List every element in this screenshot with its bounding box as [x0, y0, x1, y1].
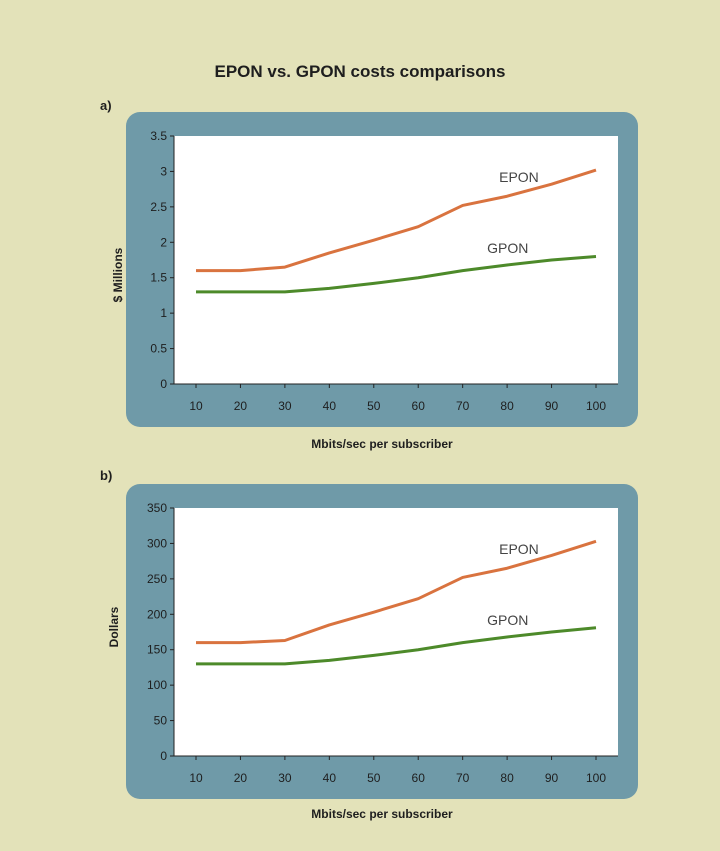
x-tick-label: 20: [234, 771, 248, 785]
series-label-epon: EPON: [499, 541, 539, 557]
chart-a-x-axis-label: Mbits/sec per subscriber: [311, 437, 453, 451]
y-tick-label: 2.5: [150, 200, 167, 214]
panel-a-label: a): [100, 98, 112, 113]
x-tick-label: 30: [278, 399, 292, 413]
y-tick-label: 2: [160, 235, 167, 249]
y-tick-label: 1.5: [150, 271, 167, 285]
x-tick-label: 90: [545, 771, 559, 785]
y-tick-label: 250: [147, 572, 167, 586]
x-tick-label: 30: [278, 771, 292, 785]
y-tick-label: 0: [160, 749, 167, 763]
x-tick-label: 70: [456, 399, 470, 413]
y-tick-label: 0.5: [150, 342, 167, 356]
y-tick-label: 0: [160, 377, 167, 391]
series-line-gpon: [196, 626, 597, 666]
x-tick-label: 20: [234, 399, 248, 413]
series-line-epon: [196, 168, 597, 273]
x-tick-label: 80: [500, 399, 514, 413]
x-tick-label: 40: [323, 771, 337, 785]
x-tick-label: 90: [545, 399, 559, 413]
chart-a-svg: 0 0.5 1 1.5 2 2.5 3 3.5 10 20 30 40 50 60 70 80 90 100 EPO…: [150, 129, 618, 413]
series-line-epon: [196, 539, 597, 645]
x-tick-label: 70: [456, 771, 470, 785]
y-tick-label: 3: [160, 164, 167, 178]
x-tick-label: 50: [367, 771, 381, 785]
chart-panel-b: 0 50 100 150 200 250 300 350 10 20 30 40 50 60 70 80 90 1…: [126, 484, 638, 799]
x-tick-label: 10: [189, 771, 203, 785]
y-tick-label: 350: [147, 501, 167, 515]
figure-title: EPON vs. GPON costs comparisons: [214, 62, 506, 81]
chart-b-svg: 0 50 100 150 200 250 300 350 10 20 30 40 50 60 70 80 90 1…: [147, 501, 618, 785]
chart-b-x-axis-label: Mbits/sec per subscriber: [311, 807, 453, 821]
series-label-gpon: GPON: [487, 612, 528, 628]
x-tick-label: 40: [323, 399, 337, 413]
chart-b-y-axis-label: Dollars: [107, 606, 121, 648]
y-tick-label: 50: [154, 714, 168, 728]
y-tick-label: 1: [160, 306, 167, 320]
panel-b-label: b): [100, 468, 113, 483]
x-tick-label: 100: [586, 399, 606, 413]
chart-panel-a: 0 0.5 1 1.5 2 2.5 3 3.5 10 20 30 40 50 60 70 80 90 100 EPO…: [126, 112, 638, 427]
x-tick-label: 10: [189, 399, 203, 413]
x-tick-label: 60: [412, 399, 426, 413]
x-tick-label: 80: [500, 771, 514, 785]
y-tick-label: 200: [147, 607, 167, 621]
x-tick-label: 60: [412, 771, 426, 785]
chart-a-y-axis-label: $ Millions: [111, 247, 125, 303]
x-tick-label: 100: [586, 771, 606, 785]
x-tick-label: 50: [367, 399, 381, 413]
series-label-epon: EPON: [499, 169, 539, 185]
y-tick-label: 3.5: [150, 129, 167, 143]
y-tick-label: 150: [147, 643, 167, 657]
series-line-gpon: [196, 254, 597, 294]
y-tick-label: 100: [147, 678, 167, 692]
series-label-gpon: GPON: [487, 240, 528, 256]
y-tick-label: 300: [147, 536, 167, 550]
